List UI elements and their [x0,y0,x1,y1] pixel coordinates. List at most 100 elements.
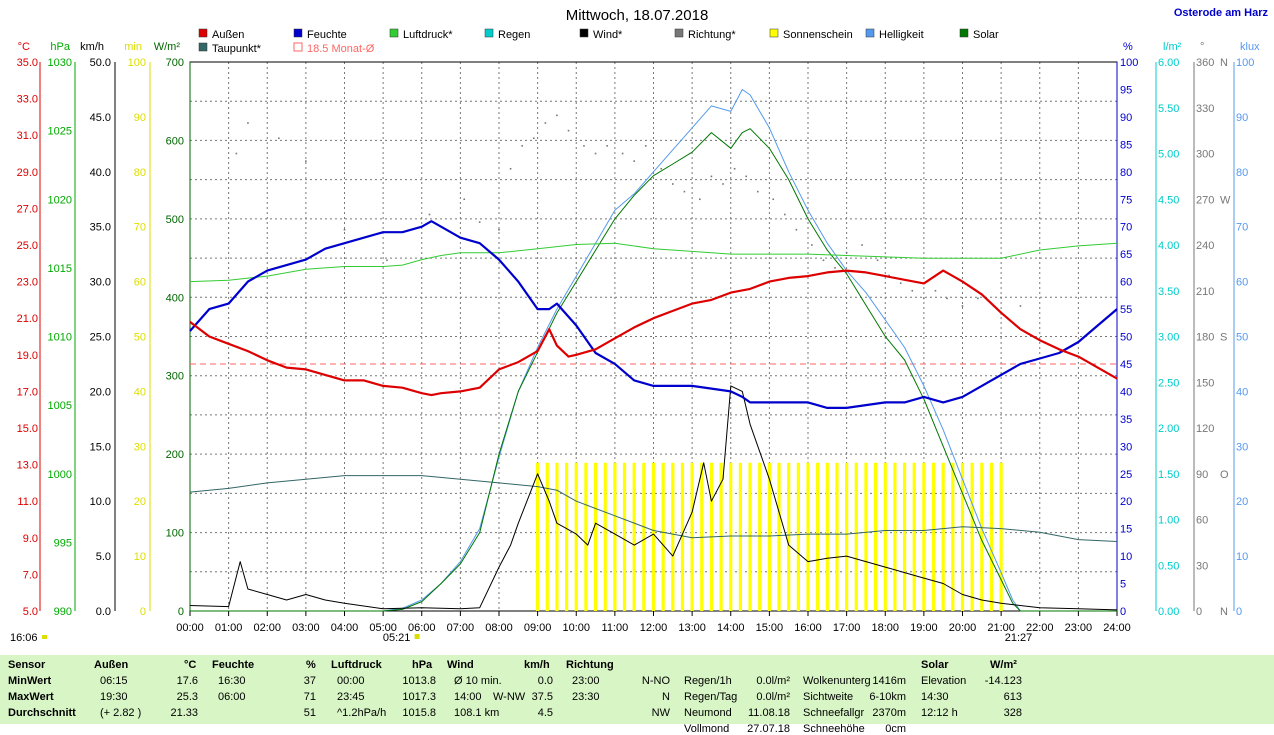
direction-dot [834,267,836,269]
sunshine-bar [873,462,878,611]
summary-cell-extra-v: 0.0l/m² [756,675,790,687]
y-tick-label-rain: 3.00 [1158,332,1179,344]
direction-dot [811,244,813,246]
y-tick-label-pressure: 1000 [48,469,72,481]
y-tick-label-rain: 1.50 [1158,469,1179,481]
y-tick-label-humidity: 35 [1120,414,1132,426]
sunshine-bar [613,462,617,611]
direction-dot [946,297,948,300]
y-tick-label-temp: 35.0 [17,57,38,69]
summary-header-wind-unit: km/h [524,659,550,671]
summary-cell-extra2-v: 1416m [872,675,906,687]
summary-cell-extra-l: Regen/1h [684,675,732,687]
x-tick-label: 14:00 [717,622,745,634]
direction-dot [888,274,890,277]
y-tick-label-direction: 60 [1196,515,1208,527]
x-tick-label: 07:00 [447,622,475,634]
y-tick-label-direction: 150 [1196,377,1214,389]
sunshine-bar [574,462,578,611]
sunshine-bar [748,462,752,611]
y-tick-label-min: 80 [134,167,146,179]
legend-swatch-richtung [674,28,684,38]
y-tick-label-temp: 23.0 [17,277,38,289]
direction-label: N [1220,57,1228,69]
unit-humidity: % [1123,41,1133,53]
direction-dot [876,259,879,262]
sunshine-bar [980,462,984,611]
legend-swatch-helligkeit [865,28,875,38]
summary-cell-extra2-l: Schneefallgr [803,707,865,719]
summary-cell-extra-l: Vollmond [684,723,730,735]
summary-cell-aussen-v: 17.6 [176,675,198,687]
legend-label-monat: 18.5 Monat-Ø [307,43,375,55]
sunshine-bar [796,462,800,611]
y-tick-label-solar: 700 [166,57,184,69]
sunshine-bar [671,462,675,611]
direction-dot [305,160,307,162]
y-tick-label-temp: 15.0 [17,423,38,435]
y-tick-label-rain: 6.00 [1158,57,1179,69]
y-tick-label-wind: 15.0 [90,441,111,453]
unit-pressure: hPa [50,41,70,53]
unit-direction: ° [1200,41,1204,53]
y-tick-label-humidity: 45 [1120,359,1132,371]
y-tick-label-lux: 40 [1236,386,1248,398]
summary-cell-aussen-t: 06:15 [100,675,128,687]
legend-swatch-luftdruck [389,28,399,38]
direction-dot [756,190,759,193]
direction-dot [772,198,775,201]
unit-temp: °C [18,41,30,53]
direction-dot [784,213,786,216]
y-tick-label-solar: 600 [166,135,184,147]
y-tick-label-pressure: 1005 [48,400,72,412]
summary-cell-extra2-l: Sichtweite [803,691,854,703]
legend-label-regen: Regen [498,29,530,41]
summary-cell-aussen-t: (+ 2.82 ) [100,707,142,719]
direction-dot [235,152,238,155]
x-tick-label: 19:00 [910,622,938,634]
summary-header-feuchte-unit: % [306,659,316,671]
sunshine-bar [680,462,685,611]
summary-cell-feuchte-v: 37 [303,675,316,687]
x-tick-label: 00:00 [176,622,204,634]
y-tick-label-solar: 0 [178,606,184,618]
direction-dot [509,167,512,170]
summary-cell-luft-t: 23:45 [337,691,365,703]
y-tick-label-lux: 100 [1236,57,1254,69]
unit-wind: km/h [80,41,104,53]
x-tick-label: 13:00 [678,622,706,634]
series-line-feuchte [189,220,1118,409]
y-tick-label-temp: 31.0 [17,130,38,142]
y-tick-label-lux: 70 [1236,222,1248,234]
summary-cell-extra-l: Regen/Tag [684,691,738,703]
summary-cell-luft-t: 00:00 [337,675,365,687]
sunshine-bar [564,462,569,611]
direction-dot [594,152,597,155]
x-tick-label: 06:00 [408,622,436,634]
y-tick-label-pressure: 1025 [48,126,72,138]
direction-dot [532,137,535,140]
legend-label-wind: Wind* [593,29,623,41]
direction-dot [498,228,500,231]
y-tick-label-direction: 30 [1196,560,1208,572]
direction-dot [795,228,798,231]
summary-cell-wind-d: W-NW [493,691,526,703]
y-tick-label-solar: 200 [166,449,184,461]
x-tick-label: 23:00 [1065,622,1093,634]
y-tick-label-temp: 5.0 [23,606,38,618]
legend-swatch-monat [293,42,303,52]
y-tick-label-lux: 80 [1236,167,1248,179]
time-start-label: 16:06 [10,632,38,644]
direction-dot [428,213,431,216]
y-tick-label-direction: 120 [1196,423,1214,435]
y-tick-label-humidity: 30 [1120,441,1132,453]
legend-swatch-sonnenschein [769,28,779,38]
y-tick-label-humidity: 60 [1120,277,1132,289]
x-tick-label: 10:00 [562,622,590,634]
y-tick-label-humidity: 55 [1120,304,1132,316]
y-tick-label-wind: 30.0 [90,277,111,289]
x-tick-label: 21:00 [987,622,1015,634]
y-tick-label-direction: 270 [1196,194,1214,206]
summary-header-richtung: Richtung [566,659,614,671]
y-tick-label-humidity: 40 [1120,386,1132,398]
